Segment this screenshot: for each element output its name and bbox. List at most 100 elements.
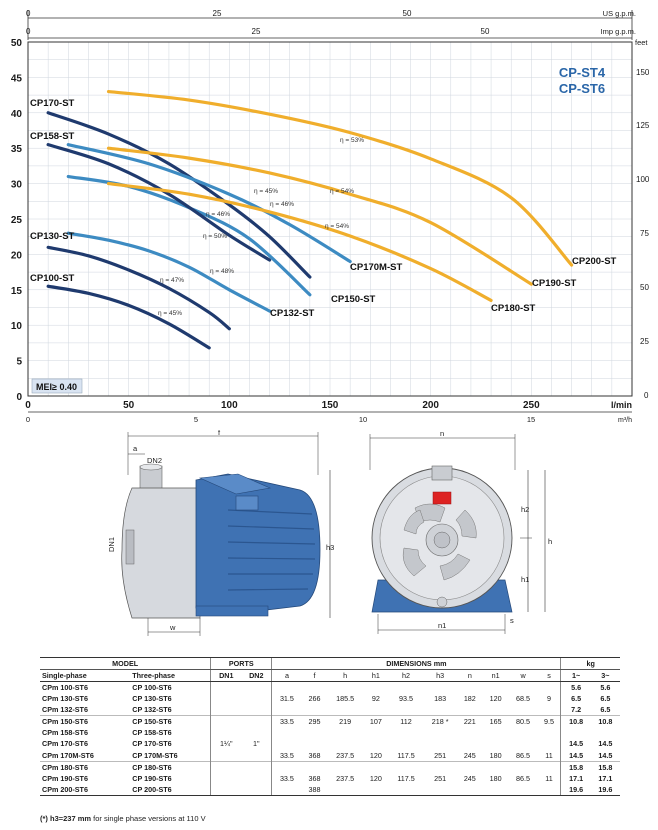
th-single-phase: Single-phase [40,669,131,682]
cell-a: 33.5 [271,749,302,762]
cell-single: CPm 200-ST6 [40,783,131,796]
th-model: MODEL [40,657,211,670]
cell-h1 [363,682,389,694]
cell-three: CP 180-ST6 [130,760,211,773]
chart-title-line-1: CP-ST4 [559,65,606,80]
cell-a: 33.5 [271,715,302,728]
cell-n [456,783,483,796]
dim-w: w [169,623,176,632]
cell-h1 [362,783,389,796]
cell-single: CPm 130-ST6 [42,694,88,704]
th-kg: kg [560,657,620,670]
y-tick-label: 0 [16,392,22,403]
imp-gpm-tick-0: 0 [26,27,31,36]
y-tick-label: 20 [11,250,23,261]
cell-single: CPm 132-ST6 [42,705,88,715]
feet-tick-125: 125 [636,121,650,130]
label-cp130-st: CP130-ST [30,231,75,242]
cell-n: 182 [463,694,476,704]
th-h3: h3 [423,669,457,682]
table-column-header: Single-phase Three-phase DN1 DN2 a f h h… [40,669,620,682]
eta-label: η = 45% [254,188,278,195]
cell-dn2 [241,715,272,728]
cell-w [509,727,538,738]
label-cp170-st: CP170-ST [30,98,75,109]
series-line-cp200-st [106,89,574,267]
cell-h2 [388,760,424,773]
cell-dn1 [210,704,242,716]
th-a: a [271,669,302,682]
m3h-tick-5: 5 [194,415,198,424]
cell-h [327,783,363,796]
mei-badge: MEI≥ 0.40 [36,382,77,392]
us-gpm-tick-50: 50 [403,9,412,18]
eta-label: η = 47% [160,277,184,284]
cell-n [457,704,483,716]
th-h: h [327,669,363,682]
cell-n1 [483,738,509,749]
cell-h [327,738,363,749]
feet-tick-50: 50 [640,283,649,292]
y-tick-label: 30 [11,180,23,191]
dim-dn1: DN1 [107,537,116,552]
cell-h3 [423,727,457,738]
cell-kg3: 6.5 [600,705,611,715]
cell-dn1 [210,681,242,693]
y-tick-label: 50 [11,38,23,49]
cell-kg3: 6.5 [600,694,611,704]
m3h-axis: 0 5 10 15 m³/h [26,411,632,424]
cell-three: CP 170M-ST6 [132,750,178,760]
cell-dn2 [241,704,271,716]
feet-tick-0: 0 [644,391,649,400]
dimensions-table: MODEL PORTS DIMENSIONS mm kg Single-phas… [40,657,620,796]
cell-h2: 117.5 [397,750,415,760]
cell-a [271,783,302,796]
eta-label: η = 54% [325,223,349,230]
table-row: CPm 158-ST6 CP 158-ST6 [40,727,620,739]
footnote-text: for single phase versions at 110 V [91,814,206,823]
cell-kg3 [591,727,620,738]
y-tick-label: 40 [11,109,23,120]
cell-kg1: 17.1 [560,772,591,784]
cell-h2 [389,682,424,694]
cell-dn1 [210,760,242,773]
cell-f [302,704,328,716]
label-cp100-st: CP100-ST [30,273,75,284]
cell-f [302,727,328,738]
cell-n [457,738,483,749]
cell-f: 368 [308,750,321,760]
feet-tick-100: 100 [636,175,650,184]
x-tick-label: 100 [221,400,238,411]
cell-dn2 [241,693,271,704]
chart-series [46,89,574,350]
eta-label: η = 48% [210,268,234,275]
cell-dn2 [241,727,271,738]
cell-single: CPm 170-ST6 [42,739,88,749]
cell-h2: 112 [388,715,424,728]
series-line-cp132-st [66,231,272,313]
cell-kg3: 19.6 [590,783,620,796]
m3h-tick-15: 15 [527,415,535,424]
cell-kg3: 15.8 [590,760,620,773]
y-tick-label: 10 [11,321,23,332]
table-row: CPm 170M-ST6 CP 170M-ST6 33.5 368 237.5 120 11… [40,749,620,762]
cell-a [271,760,302,773]
y-tick-label: 25 [11,215,23,226]
cell-kg1: 5.6 [560,681,591,693]
cell-n: 221 [456,715,483,728]
cell-s [538,682,561,694]
pump-front-view: n h2 h h1 n1 s [369,430,552,634]
cell-w: 68.5 [516,694,531,704]
cell-kg3: 17.1 [598,773,613,783]
table-body: CPm 100-ST6 CP 100-ST6 5.6 5.6 CPm 130-ST6 CP… [40,681,620,796]
cell-w [509,738,538,749]
x-tick-label: 250 [523,400,540,411]
x-tick-label: 50 [123,400,135,411]
us-gpm-label: US g.p.m. [603,9,636,18]
cell-a: 31.5 [271,693,302,705]
cell-kg1: 6.5 [560,693,591,705]
cell-kg1: 14.5 [560,749,591,762]
cell-h1 [363,738,389,749]
th-dimensions: DIMENSIONS mm [271,657,561,670]
cell-w [509,682,538,694]
